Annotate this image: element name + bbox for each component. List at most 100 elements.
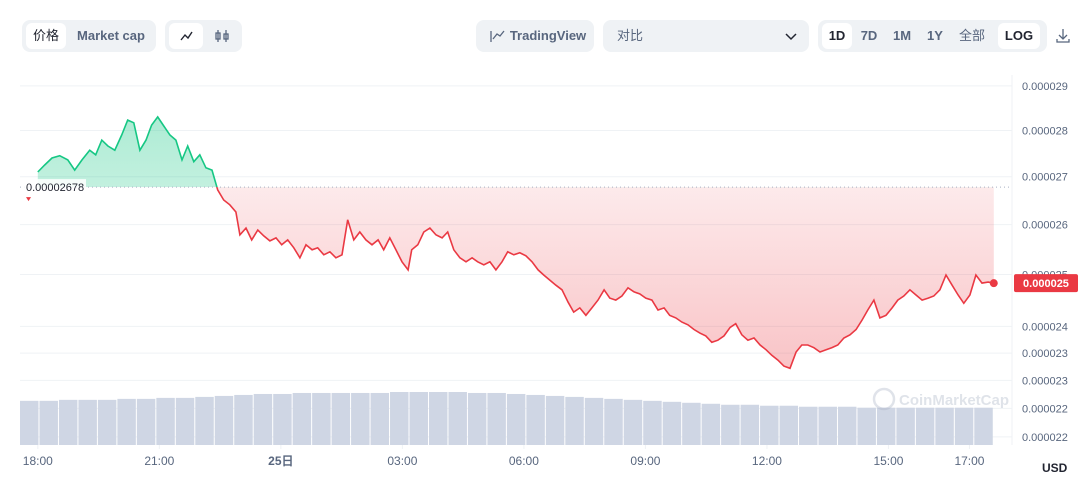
last-point: [989, 279, 998, 288]
volume-bar: [565, 396, 584, 445]
volume-bar: [448, 392, 467, 445]
volume-bar: [351, 392, 370, 445]
log-button[interactable]: LOG: [998, 23, 1040, 49]
line-style-button[interactable]: [169, 23, 203, 49]
volume-bar: [97, 399, 117, 445]
area-down: [37, 187, 994, 369]
volume-bar: [974, 407, 993, 445]
y-tick-label: 0.000027: [1022, 172, 1068, 184]
range-button[interactable]: 全部: [958, 28, 985, 43]
volume-bar: [623, 399, 643, 445]
download-button[interactable]: [1049, 20, 1077, 52]
volume-bar: [195, 396, 214, 445]
volume-bar: [721, 404, 740, 445]
volume-bar: [487, 392, 506, 445]
range-button[interactable]: 1Y: [927, 28, 943, 43]
chart-type-group: 价格 Market cap: [22, 20, 156, 52]
x-tick-label: 18:00: [23, 454, 53, 468]
volume-bar: [39, 400, 58, 445]
volume-bar: [175, 397, 195, 445]
volume-bar: [954, 407, 974, 445]
volume-bar: [292, 392, 312, 445]
volume-bar: [156, 397, 175, 445]
volume-bar: [779, 405, 799, 445]
x-tick-label: 15:00: [873, 454, 903, 468]
chart: USD 0.000029 0.000028 0.000027 0.000026 0.00…: [20, 75, 1078, 475]
y-tick-label: 0.000022: [1022, 403, 1068, 415]
volume-bar: [604, 398, 623, 445]
volume-bar: [273, 393, 292, 445]
x-tick-label: 03:00: [387, 454, 417, 468]
current-price-tag: [1014, 274, 1078, 293]
volume-bar: [506, 393, 526, 445]
baseline-marker: [26, 197, 31, 202]
range-button[interactable]: 7D: [860, 28, 878, 43]
volume-bar: [390, 392, 409, 445]
currency-label: USD: [1042, 461, 1068, 475]
volume-bar: [701, 403, 721, 445]
volume-bar: [760, 405, 779, 445]
compare-dropdown[interactable]: 对比: [603, 20, 809, 52]
line-icon: [180, 31, 193, 41]
range-group: 1D 7D 1M 1Y 全部 LOG: [818, 20, 1047, 52]
volume-bar: [409, 392, 428, 445]
x-tick-label: 09:00: [630, 454, 660, 468]
volume-bar: [136, 398, 156, 445]
volume-bar: [234, 394, 253, 445]
watermark: CoinMarketCap: [872, 387, 1009, 411]
volume-bar: [78, 399, 97, 445]
volume-bar: [312, 392, 331, 445]
price-line-up: [37, 115, 218, 188]
volume-bar: [876, 407, 896, 445]
download-icon: [1056, 29, 1070, 43]
volume-bar: [584, 397, 604, 445]
x-tick-label: 06:00: [509, 454, 539, 468]
tradingview-button[interactable]: TradingView: [476, 20, 594, 52]
y-tick-label: 0.000022: [1022, 432, 1068, 444]
x-tick-label: 25日: [268, 454, 293, 468]
chevron-icon: [785, 33, 797, 41]
range-button[interactable]: 1M: [892, 28, 912, 43]
baseline-label: 0.00002678: [26, 182, 84, 194]
baseline-label-bg: [24, 179, 86, 195]
x-tick-label: 12:00: [752, 454, 782, 468]
y-tick-label: 0.000024: [1022, 321, 1068, 333]
volume-bar: [857, 407, 876, 445]
x-tick-label: 21:00: [144, 454, 174, 468]
volume-bar: [662, 401, 682, 445]
market-cap-button[interactable]: Market cap: [77, 28, 145, 43]
volume-bar: [896, 407, 915, 445]
volume-bar: [740, 404, 760, 445]
volume-bar: [643, 400, 662, 445]
volume-bar: [214, 395, 234, 445]
watermark-text: CoinMarketCap: [899, 392, 1009, 409]
y-tick-label: 0.000028: [1022, 125, 1068, 137]
volume-bar: [799, 406, 818, 445]
volume-bar: [253, 393, 273, 445]
tradingview-label: TradingView: [509, 28, 587, 43]
tv-icon: [490, 30, 505, 42]
watermark-logo: [872, 387, 896, 411]
volume-bar: [467, 392, 487, 445]
volume-bar: [526, 394, 545, 445]
area-up: [37, 116, 217, 188]
volume-bar: [545, 395, 565, 445]
x-tick-label: 17:00: [954, 454, 984, 468]
volume-bar: [428, 392, 448, 445]
volume-bar: [370, 392, 390, 445]
y-tick-label: 0.000026: [1022, 220, 1068, 232]
y-tick-label: 0.000023: [1022, 348, 1068, 360]
volume-bar: [915, 407, 935, 445]
volume-bar: [58, 399, 78, 445]
range-button[interactable]: 1D: [822, 23, 852, 49]
volume-bar: [331, 392, 351, 445]
volume-bar: [117, 398, 136, 445]
y-tick-label: 0.000023: [1022, 375, 1068, 387]
style-group: [165, 20, 242, 52]
price-button[interactable]: 价格: [26, 23, 66, 49]
candle-style-button[interactable]: [205, 23, 239, 49]
y-tick-label: 0.000029: [1022, 81, 1068, 93]
volume-bar: [682, 402, 701, 445]
price-line-down: [216, 187, 994, 370]
